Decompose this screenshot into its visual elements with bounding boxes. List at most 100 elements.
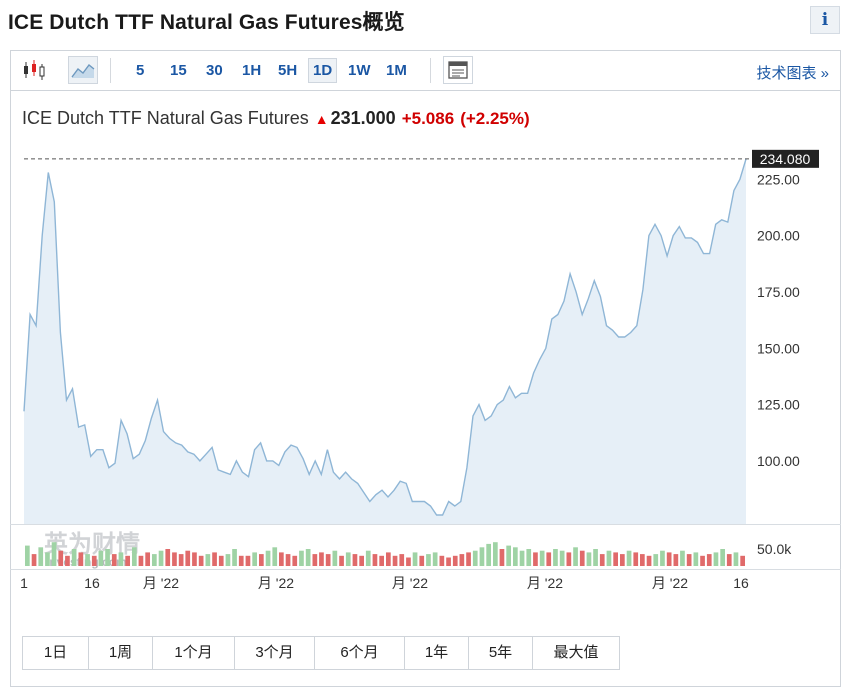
- volume-bar: [339, 555, 344, 566]
- volume-bar: [506, 545, 511, 566]
- volume-bar: [412, 552, 418, 566]
- volume-bar: [192, 552, 197, 566]
- period-button[interactable]: 3个月: [235, 637, 315, 669]
- volume-bar: [599, 554, 605, 566]
- period-selector: 1日 1周 1个月 3个月 6个月 1年 5年 最大值: [22, 636, 620, 670]
- volume-bar: [593, 549, 598, 566]
- volume-bar: [539, 550, 545, 566]
- volume-bar: [285, 554, 291, 566]
- volume-bar: [352, 554, 358, 566]
- volume-bar: [606, 550, 612, 566]
- volume-bar: [660, 550, 665, 566]
- volume-bar: [205, 554, 211, 566]
- range-button-1h[interactable]: 1H: [242, 62, 262, 79]
- y-tick-label: 125.00: [757, 397, 800, 413]
- volume-bar: [546, 552, 552, 566]
- volume-bar: [472, 550, 478, 566]
- volume-bar: [419, 555, 425, 566]
- volume-bar: [279, 552, 284, 566]
- volume-bar: [700, 555, 705, 566]
- volume-bar: [218, 555, 224, 566]
- instrument-name: ICE Dutch TTF Natural Gas Futures: [22, 108, 309, 128]
- period-button[interactable]: 1周: [89, 637, 153, 669]
- volume-bar: [38, 547, 44, 566]
- volume-bar: [386, 552, 391, 566]
- volume-bar: [553, 549, 558, 566]
- volume-bar: [713, 552, 719, 566]
- volume-bar: [85, 554, 90, 566]
- range-button-15[interactable]: 15: [170, 62, 187, 79]
- volume-bar: [392, 555, 398, 566]
- chart-toolbar: 5 15 30 1H 5H 1D 1W 1M 技术图表 »: [10, 50, 841, 91]
- volume-bar: [31, 554, 37, 566]
- volume-bar: [138, 555, 144, 566]
- volume-bar: [325, 554, 331, 566]
- period-button[interactable]: 1年: [405, 637, 469, 669]
- range-button-5[interactable]: 5: [136, 62, 145, 79]
- toolbar-separator: [430, 58, 431, 83]
- y-tick-label: 175.00: [757, 284, 800, 300]
- x-tick-label: 月 '22: [258, 575, 294, 591]
- volume-bar: [198, 555, 204, 566]
- volume-bar: [292, 555, 298, 566]
- volume-bar: [145, 552, 150, 566]
- volume-bar: [265, 550, 271, 566]
- x-tick-label: 月 '22: [392, 575, 428, 591]
- volume-bar: [125, 555, 130, 566]
- price-change: +5.086: [401, 109, 455, 128]
- volume-bar: [620, 554, 625, 566]
- area-chart-icon[interactable]: [68, 56, 98, 84]
- period-button[interactable]: 6个月: [315, 637, 405, 669]
- volume-bar: [613, 552, 618, 566]
- period-button[interactable]: 1个月: [153, 637, 235, 669]
- volume-bar: [686, 554, 692, 566]
- volume-bar: [479, 547, 485, 566]
- volume-bar: [406, 557, 411, 566]
- volume-bar: [673, 554, 679, 566]
- candlestick-icon[interactable]: [20, 56, 50, 84]
- volume-bar: [252, 552, 257, 566]
- volume-bar: [58, 550, 64, 566]
- volume-bar: [152, 554, 157, 566]
- volume-bar: [740, 555, 745, 566]
- y-tick-label: 150.00: [757, 340, 800, 356]
- volume-bar: [513, 547, 518, 566]
- volume-bar: [245, 555, 251, 566]
- volume-bar: [105, 549, 110, 566]
- range-button-1w[interactable]: 1W: [348, 62, 371, 79]
- volume-bar: [720, 549, 725, 566]
- volume-bar: [680, 550, 685, 566]
- y-tick-label: 200.00: [757, 228, 800, 244]
- range-button-5h[interactable]: 5H: [278, 62, 298, 79]
- volume-bar: [706, 554, 712, 566]
- tech-chart-link[interactable]: 技术图表 »: [756, 65, 829, 82]
- volume-bar: [111, 554, 117, 566]
- period-button[interactable]: 1日: [23, 637, 89, 669]
- volume-bar: [733, 552, 739, 566]
- volume-bar: [566, 552, 572, 566]
- volume-bar: [452, 555, 458, 566]
- volume-bar: [519, 550, 525, 566]
- volume-bar: [185, 550, 191, 566]
- volume-bar: [399, 554, 405, 566]
- volume-bar: [640, 554, 645, 566]
- range-button-1d[interactable]: 1D: [308, 58, 338, 83]
- volume-bar: [78, 552, 84, 566]
- up-arrow-icon: ▲: [314, 111, 329, 127]
- x-tick-label: 月 '22: [527, 575, 563, 591]
- last-value-box: [752, 149, 819, 168]
- layout-icon[interactable]: [443, 56, 473, 84]
- range-button-1m[interactable]: 1M: [386, 62, 407, 79]
- volume-bar: [71, 549, 77, 566]
- range-button-30[interactable]: 30: [206, 62, 223, 79]
- volume-bar: [586, 552, 592, 566]
- volume-bar: [65, 555, 70, 566]
- info-button[interactable]: i: [810, 6, 840, 34]
- period-button[interactable]: 5年: [469, 637, 533, 669]
- volume-tick-label: 50.0k: [757, 541, 792, 557]
- volume-bar: [365, 550, 371, 566]
- period-button[interactable]: 最大值: [553, 644, 599, 661]
- volume-bar: [359, 555, 364, 566]
- volume-bar: [559, 550, 565, 566]
